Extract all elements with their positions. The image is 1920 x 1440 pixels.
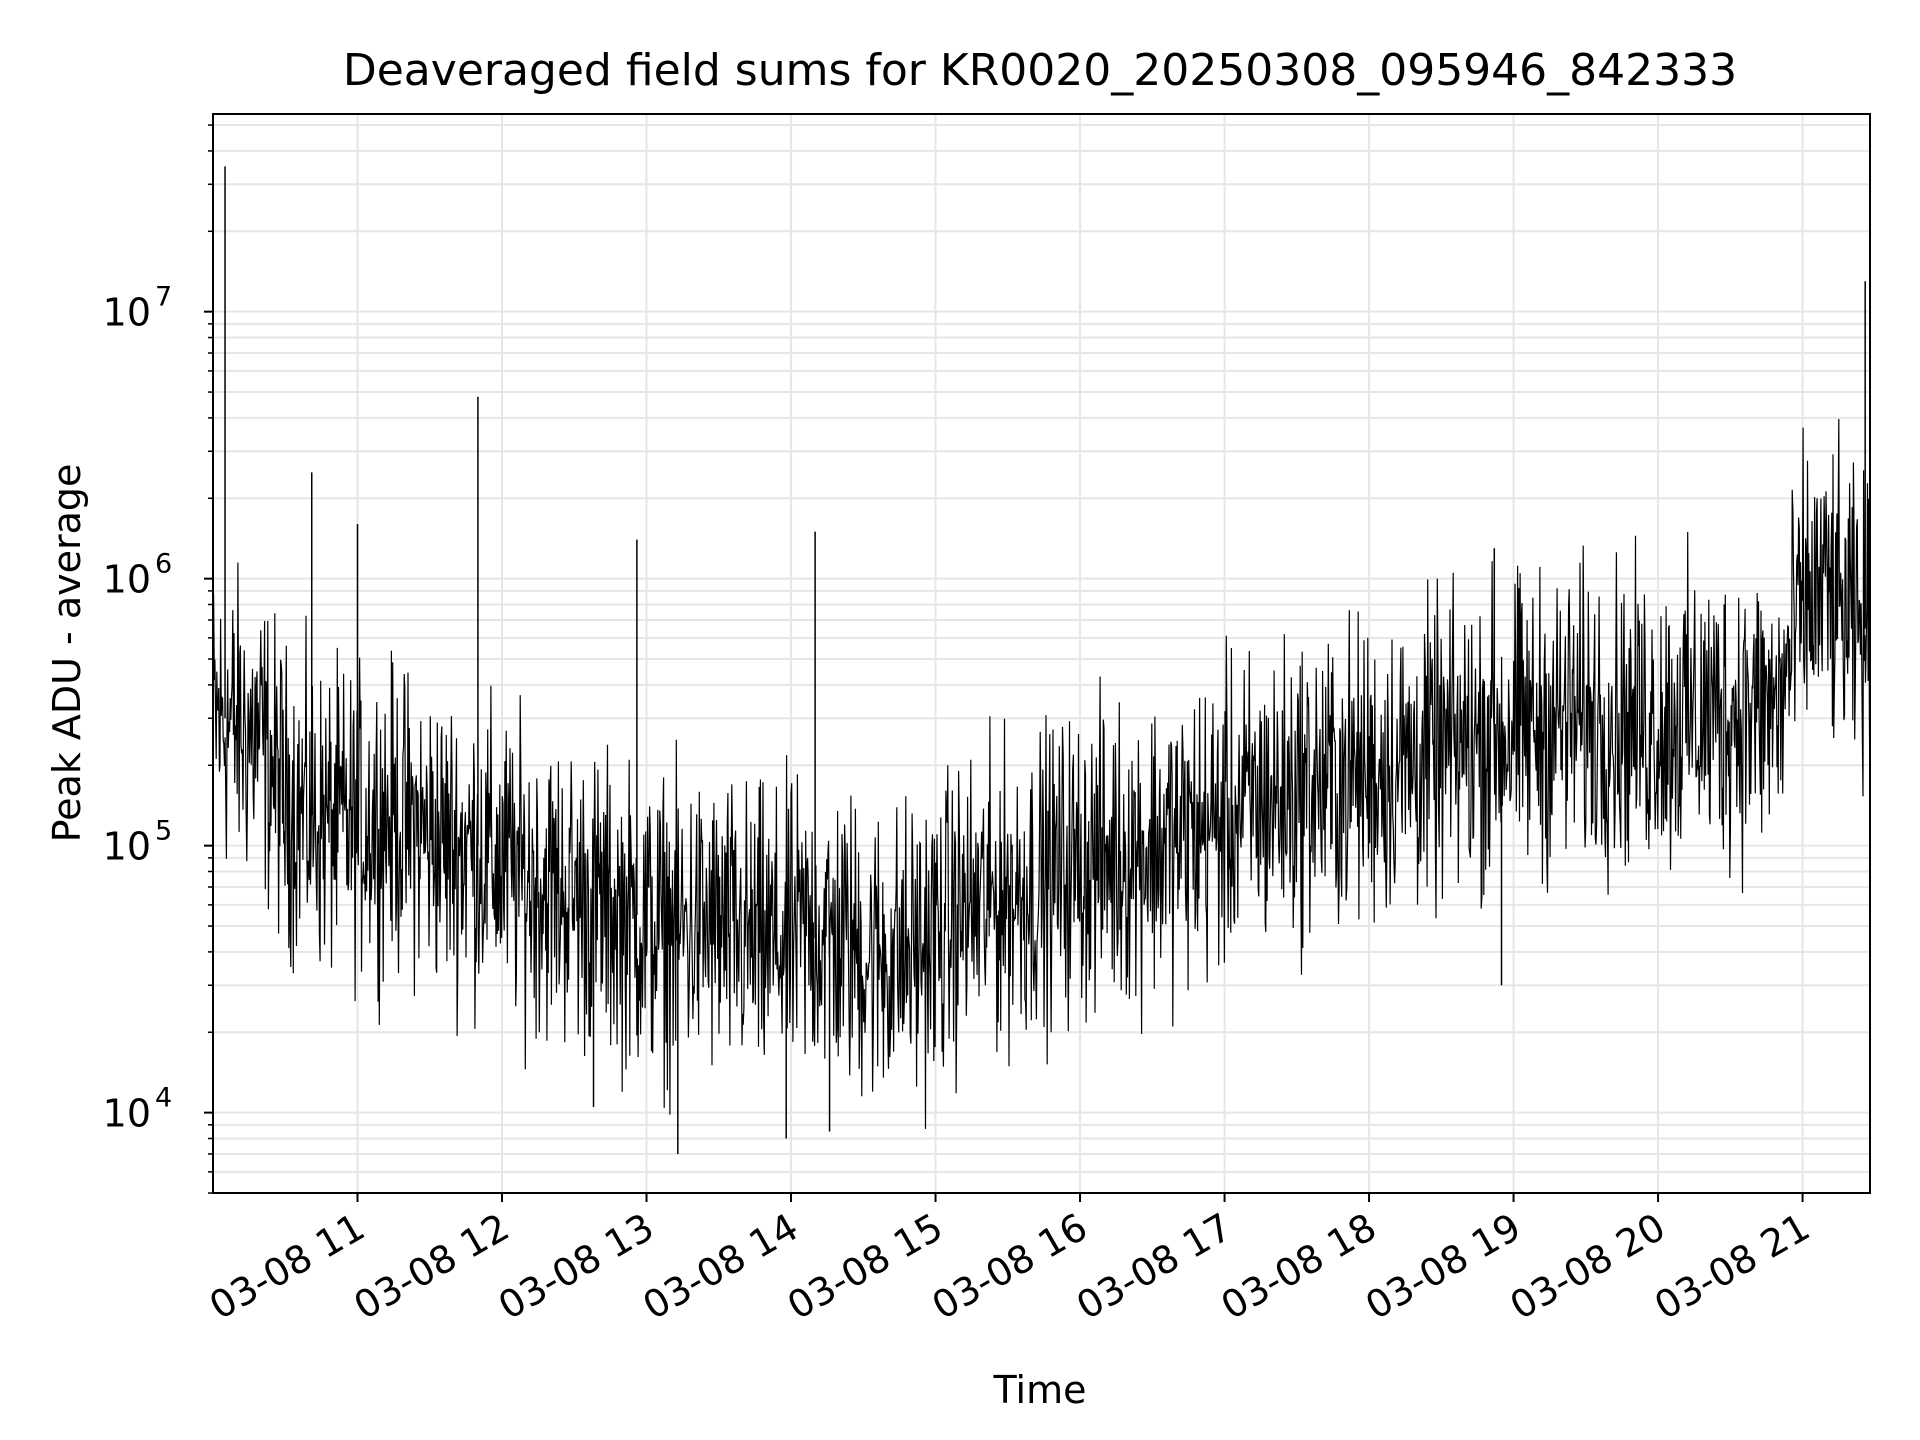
- y-axis-label: Peak ADU - average: [45, 464, 89, 843]
- x-tick-label: 03-08 13: [491, 1205, 661, 1329]
- x-tick-label: 03-08 18: [1214, 1205, 1384, 1329]
- x-tick-label: 03-08 21: [1647, 1205, 1817, 1329]
- x-tick-label: 03-08 11: [202, 1205, 372, 1329]
- y-tick-exponent: 4: [155, 1083, 172, 1114]
- plot-frame: [212, 113, 1871, 1194]
- y-tick-exponent: 6: [155, 549, 172, 580]
- y-tick-label: 10: [103, 1092, 151, 1136]
- x-tick-label: 03-08 17: [1069, 1205, 1239, 1329]
- series-line: [212, 418, 1871, 1129]
- y-tick-label: 10: [103, 291, 151, 335]
- x-tick-label: 03-08 15: [780, 1205, 950, 1329]
- spike-marks: [224, 166, 1866, 1154]
- y-tick-exponent: 5: [155, 816, 172, 847]
- chart-title: Deaveraged field sums for KR0020_2025030…: [343, 45, 1737, 96]
- y-tick-label: 10: [103, 558, 151, 602]
- y-tick-label: 10: [103, 825, 151, 869]
- x-tick-label: 03-08 14: [636, 1205, 806, 1329]
- x-tick-label: 03-08 12: [347, 1205, 517, 1329]
- x-tick-label: 03-08 19: [1358, 1205, 1528, 1329]
- x-tick-label: 03-08 16: [925, 1205, 1095, 1329]
- x-tick-label: 03-08 20: [1503, 1205, 1673, 1329]
- x-axis-label: Time: [993, 1368, 1087, 1412]
- y-tick-exponent: 7: [155, 282, 172, 313]
- major-gridlines: [213, 114, 1870, 1193]
